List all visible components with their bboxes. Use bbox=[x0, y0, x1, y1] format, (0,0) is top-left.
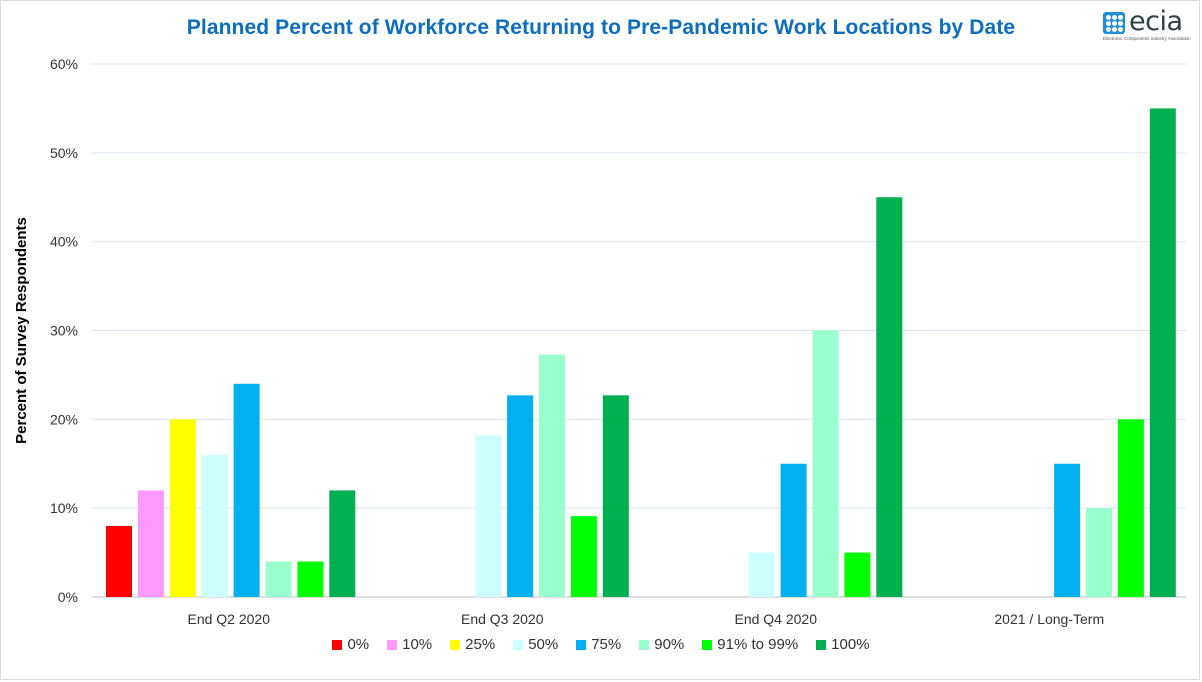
bar bbox=[876, 197, 903, 597]
legend-label: 90% bbox=[654, 636, 685, 653]
x-tick-label: 2021 / Long-Term bbox=[994, 611, 1104, 627]
bar bbox=[265, 561, 292, 597]
y-tick-label: 30% bbox=[50, 323, 78, 339]
legend-swatch bbox=[816, 639, 827, 650]
bar bbox=[1086, 508, 1112, 597]
bar bbox=[570, 516, 597, 597]
legend-swatch bbox=[513, 639, 524, 650]
bar bbox=[329, 490, 356, 597]
legend-entry: 91% to 99% bbox=[702, 636, 798, 653]
legend-entry: 90% bbox=[639, 636, 684, 653]
legend-entry: 75% bbox=[576, 636, 621, 653]
logo-wordmark: ecia bbox=[1129, 6, 1183, 37]
bar bbox=[297, 561, 324, 597]
x-tick-label: End Q4 2020 bbox=[734, 611, 817, 627]
x-tick-label: End Q2 2020 bbox=[187, 611, 270, 627]
legend-entry: 100% bbox=[816, 636, 870, 653]
bar bbox=[748, 552, 775, 597]
legend-label: 50% bbox=[528, 636, 559, 653]
bar bbox=[475, 435, 502, 597]
y-tick-label: 60% bbox=[50, 56, 78, 72]
legend-label: 0% bbox=[347, 636, 370, 653]
legend-entry: 10% bbox=[387, 636, 432, 653]
bar bbox=[106, 525, 132, 597]
logo-tagline: Electronic Components Industry Associati… bbox=[1103, 36, 1191, 41]
x-tick-label: End Q3 2020 bbox=[461, 611, 544, 627]
legend-swatch bbox=[576, 639, 587, 650]
legend-swatch bbox=[387, 639, 398, 650]
bar bbox=[169, 419, 196, 597]
legend-swatch bbox=[450, 639, 461, 650]
bar bbox=[1149, 108, 1176, 598]
y-tick-label: 40% bbox=[50, 234, 78, 250]
legend-label: 91% to 99% bbox=[717, 636, 799, 653]
legend-swatch bbox=[332, 639, 343, 650]
bar bbox=[539, 354, 565, 597]
bar bbox=[1117, 419, 1144, 597]
y-axis-label: Percent of Survey Respondents bbox=[13, 217, 30, 444]
chart-legend: 0% 10% 25% 50% 75% 90% 91% to 99% 100% bbox=[0, 636, 1202, 653]
bar bbox=[507, 395, 534, 597]
y-tick-label: 20% bbox=[50, 411, 78, 427]
ecia-logo: ecia Electronic Components Industry Asso… bbox=[1103, 6, 1195, 44]
legend-swatch bbox=[702, 639, 713, 650]
y-tick-label: 50% bbox=[50, 145, 78, 161]
legend-label: 75% bbox=[591, 636, 622, 653]
bar bbox=[233, 383, 260, 597]
legend-label: 25% bbox=[465, 636, 496, 653]
y-tick-label: 0% bbox=[58, 589, 78, 605]
legend-label: 100% bbox=[831, 636, 870, 653]
legend-swatch bbox=[639, 639, 650, 650]
bar bbox=[137, 490, 164, 597]
legend-entry: 50% bbox=[513, 636, 558, 653]
chart-title: Planned Percent of Workforce Returning t… bbox=[186, 16, 1016, 39]
bar bbox=[844, 552, 871, 597]
logo-mark-icon bbox=[1103, 12, 1125, 34]
legend-entry: 0% bbox=[332, 636, 369, 653]
bar bbox=[201, 454, 228, 597]
bar bbox=[780, 463, 807, 597]
bar bbox=[602, 395, 629, 597]
legend-label: 10% bbox=[402, 636, 433, 653]
bar bbox=[1054, 463, 1081, 597]
bar bbox=[812, 330, 839, 597]
y-tick-label: 10% bbox=[50, 500, 78, 516]
legend-entry: 25% bbox=[450, 636, 495, 653]
